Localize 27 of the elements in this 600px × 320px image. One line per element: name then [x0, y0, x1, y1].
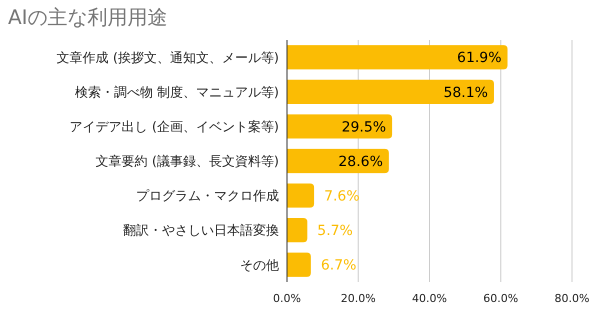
y-tick-label: 文章作成 (挨拶文、通知文、メール等) — [56, 50, 279, 66]
y-tick-label: その他 — [240, 258, 279, 274]
bar — [287, 252, 311, 277]
x-tick-label: 40.0% — [412, 292, 447, 305]
x-tick-label: 60.0% — [483, 292, 518, 305]
y-tick-label: 文章要約 (議事録、長文資料等) — [96, 154, 279, 170]
data-label: 28.6% — [338, 154, 383, 170]
bar — [287, 80, 494, 104]
y-tick-label: プログラム・マクロ作成 — [136, 189, 279, 204]
bar — [287, 114, 392, 139]
bar — [287, 45, 508, 70]
bar — [287, 148, 389, 174]
text: AIの主な利用用途 — [8, 5, 168, 29]
data-label: 61.9% — [457, 50, 502, 66]
x-tick-label: 80.0% — [554, 292, 590, 305]
y-tick-label: 検索・調べ物 制度、マニュアル等) — [74, 84, 279, 100]
y-tick-label: アイデア出し (企画、イベント案等) — [70, 118, 279, 135]
data-label: 58.1% — [443, 84, 488, 101]
x-tick-label: 0.0% — [273, 292, 301, 305]
data-label: 29.5% — [342, 119, 386, 136]
bar — [287, 218, 308, 242]
bar — [287, 183, 314, 208]
x-tick-label: 20.0% — [340, 292, 376, 305]
data-label: 5.7% — [317, 223, 353, 240]
data-label: 6.7% — [320, 258, 356, 274]
data-label: 7.6% — [324, 188, 360, 204]
y-tick-label: 翻訳・やさしい日本語変換 — [123, 222, 279, 239]
